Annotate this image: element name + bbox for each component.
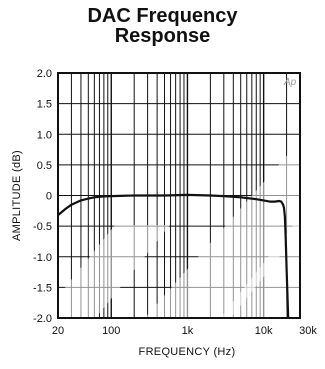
y-tick-label: 0 xyxy=(46,191,52,203)
chart-title-line-2: Response xyxy=(114,25,211,47)
chart-title-line-1: DAC Frequency xyxy=(87,5,238,27)
x-tick-labels: 20 100 1k 10k 30k xyxy=(52,325,317,337)
watermark xyxy=(0,112,325,369)
x-tick-label: 100 xyxy=(102,325,120,337)
chart-title: DAC Frequency Response xyxy=(0,6,325,46)
y-axis-label: AMPLITUDE (dB) xyxy=(11,150,23,241)
y-tick-label: 1.5 xyxy=(37,99,52,111)
watermark-stripe xyxy=(180,185,325,369)
x-axis-label: FREQUENCY (Hz) xyxy=(139,346,236,358)
watermark-stripe xyxy=(0,225,170,369)
x-tick-label: 30k xyxy=(299,325,317,337)
audio-precision-badge: Ap xyxy=(283,77,297,88)
plot-frame xyxy=(57,72,301,319)
y-tick-label: -1.5 xyxy=(33,282,52,294)
series-line xyxy=(57,193,290,319)
x-tick-label: 10k xyxy=(255,325,273,337)
y-tick-label: -1.0 xyxy=(33,252,52,264)
y-tick-labels: 2.0 1.5 1.0 0.5 0 -0.5 -1.0 -1.5 -2.0 xyxy=(33,68,52,325)
y-tick-label: -0.5 xyxy=(33,221,52,233)
y-tick-label: 0.5 xyxy=(37,160,52,172)
y-tick-label: 1.0 xyxy=(37,129,52,141)
series-layer xyxy=(57,193,290,319)
watermark-stripe xyxy=(100,112,325,369)
x-tick-label: 1k xyxy=(182,325,194,337)
x-tick-label: 20 xyxy=(52,325,64,337)
y-tick-label: 2.0 xyxy=(37,68,52,80)
y-tick-label: -2.0 xyxy=(33,313,52,325)
